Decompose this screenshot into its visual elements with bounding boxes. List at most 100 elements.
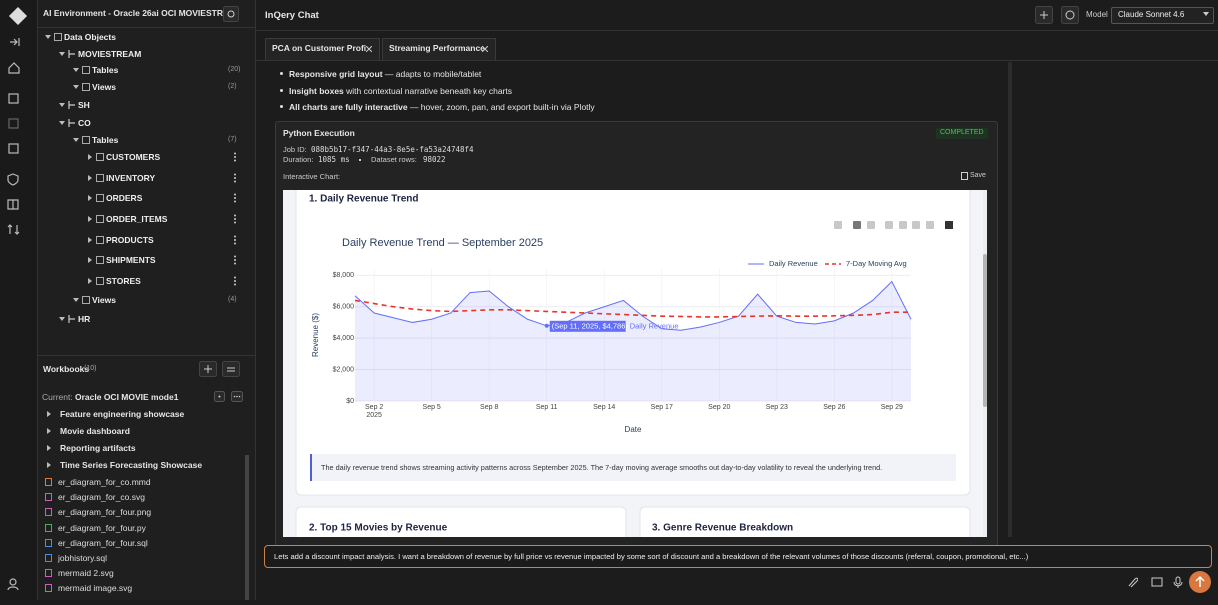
tree-label[interactable]: Tables: [92, 135, 119, 145]
workbook-file[interactable]: er_diagram_for_co.mmd: [58, 477, 151, 487]
refresh-button[interactable]: [223, 6, 239, 22]
tree-label[interactable]: PRODUCTS: [106, 235, 154, 245]
tab-close[interactable]: [482, 46, 488, 52]
workbook-folder[interactable]: Reporting artifacts: [60, 443, 136, 453]
tree-label[interactable]: Views: [92, 295, 116, 305]
tree-label[interactable]: ORDERS: [106, 193, 143, 203]
workbook-file[interactable]: mermaid 2.svg: [58, 568, 114, 579]
folder-caret[interactable]: [45, 461, 53, 469]
y-tick-label: $2,000: [333, 366, 355, 373]
tree-icon: [96, 277, 104, 285]
tree-caret[interactable]: [58, 315, 66, 323]
row-menu-part: [234, 180, 236, 183]
tree-label[interactable]: ORDER_ITEMS: [106, 214, 168, 224]
section-title: 2. Top 15 Movies by Revenue: [309, 523, 448, 534]
attach-button[interactable]: [1126, 576, 1138, 588]
row-menu[interactable]: [232, 173, 238, 183]
tree-label[interactable]: Tables: [92, 65, 119, 75]
tree-caret[interactable]: [44, 33, 52, 41]
new-workbook[interactable]: [199, 361, 217, 377]
current-actions[interactable]: [214, 391, 244, 403]
tree-label[interactable]: Data Objects: [64, 32, 116, 42]
legend-label[interactable]: 7-Day Moving Avg: [846, 259, 907, 268]
tree-icon: [68, 119, 75, 127]
x-tick-label: Sep 20: [708, 404, 730, 411]
modebar-button[interactable]: [885, 221, 893, 229]
tree-label[interactable]: MOVIESTREAM: [78, 49, 142, 59]
chat-tab[interactable]: [382, 38, 496, 61]
tree-caret[interactable]: [86, 277, 94, 285]
hover-label: (Sep 11, 2025, $4,786): [552, 321, 629, 330]
tree-caret[interactable]: [86, 153, 94, 161]
workbook-file[interactable]: er_diagram_for_four.py: [58, 522, 146, 533]
tree-caret-part: [59, 121, 65, 125]
modebar-button[interactable]: [899, 221, 907, 229]
model-select[interactable]: [1111, 7, 1214, 24]
tree-caret[interactable]: [86, 174, 94, 182]
row-menu[interactable]: [232, 193, 238, 203]
send-button[interactable]: [1189, 571, 1211, 593]
tree-label[interactable]: STORES: [106, 276, 141, 286]
env-title: AI Environment - Oracle 26ai OCI MOVIEST…: [43, 8, 223, 18]
save-icon[interactable]: [961, 172, 968, 180]
tab-close[interactable]: [366, 46, 372, 52]
tree-caret[interactable]: [58, 101, 66, 109]
workbook-folder[interactable]: Feature engineering showcase: [60, 409, 185, 419]
workbook-file[interactable]: er_diagram_for_four.png: [58, 507, 152, 518]
tree-caret[interactable]: [58, 119, 66, 127]
mic-button[interactable]: [1173, 576, 1183, 588]
modebar-button[interactable]: [912, 221, 920, 229]
modebar-button[interactable]: [926, 221, 934, 229]
new-chat[interactable]: [1035, 6, 1053, 24]
bullet: [280, 105, 283, 108]
swap-workbook[interactable]: [222, 361, 240, 377]
workbook-folder[interactable]: Time Series Forecasting Showcase: [60, 460, 203, 470]
row-menu[interactable]: [232, 152, 238, 162]
workbook-file[interactable]: er_diagram_for_four.sql: [58, 537, 148, 548]
tree-label[interactable]: CO: [78, 118, 91, 128]
tree-icon: [96, 153, 104, 161]
tree-caret-part: [88, 154, 92, 160]
row-menu-part: [234, 276, 236, 279]
workbook-folder[interactable]: Movie dashboard: [60, 426, 130, 436]
tree-label[interactable]: SHIPMENTS: [106, 255, 156, 265]
tree-caret[interactable]: [86, 236, 94, 244]
tree-label[interactable]: CUSTOMERS: [106, 152, 161, 162]
chat-input[interactable]: [264, 545, 1212, 568]
modebar-button[interactable]: [834, 221, 842, 229]
tree-caret[interactable]: [86, 194, 94, 202]
workbook-file[interactable]: mermaid image.svg: [58, 583, 133, 594]
tree-label[interactable]: SH: [78, 100, 90, 110]
modebar-button[interactable]: [853, 221, 861, 229]
legend-label[interactable]: Daily Revenue: [769, 259, 818, 268]
job-id: 088b5b17-f347-44a3-8e5e-fa53a24748f4: [311, 145, 474, 154]
folder-caret[interactable]: [45, 410, 53, 418]
row-menu[interactable]: [232, 276, 238, 286]
tree-caret[interactable]: [72, 136, 80, 144]
modebar-button[interactable]: [867, 221, 875, 229]
folder-caret[interactable]: [45, 444, 53, 452]
tree-caret-part: [88, 175, 92, 181]
chat-tab[interactable]: [265, 38, 380, 61]
row-menu[interactable]: [232, 255, 238, 265]
row-menu[interactable]: [232, 214, 238, 224]
tree-caret[interactable]: [86, 215, 94, 223]
bullet-text: All charts are fully interactive — hover…: [289, 102, 595, 112]
tree-label[interactable]: INVENTORY: [106, 173, 156, 183]
workbook-file[interactable]: er_diagram_for_co.svg: [58, 492, 145, 503]
x-tick-label: Sep 17: [651, 404, 673, 411]
x-tick-label: Sep 14: [593, 404, 615, 411]
row-menu[interactable]: [232, 235, 238, 245]
tree-caret[interactable]: [72, 296, 80, 304]
workbook-file[interactable]: jobhistory.sql: [58, 553, 107, 563]
tree-caret[interactable]: [58, 50, 66, 58]
image-button[interactable]: [1151, 576, 1163, 588]
tree-label[interactable]: Views: [92, 82, 116, 92]
tree-label[interactable]: HR: [78, 314, 91, 324]
save-button[interactable]: Save: [970, 172, 986, 179]
tree-caret[interactable]: [86, 256, 94, 264]
tree-caret[interactable]: [72, 83, 80, 91]
tree-caret[interactable]: [72, 66, 80, 74]
folder-caret[interactable]: [45, 427, 53, 435]
history[interactable]: [1061, 6, 1079, 24]
